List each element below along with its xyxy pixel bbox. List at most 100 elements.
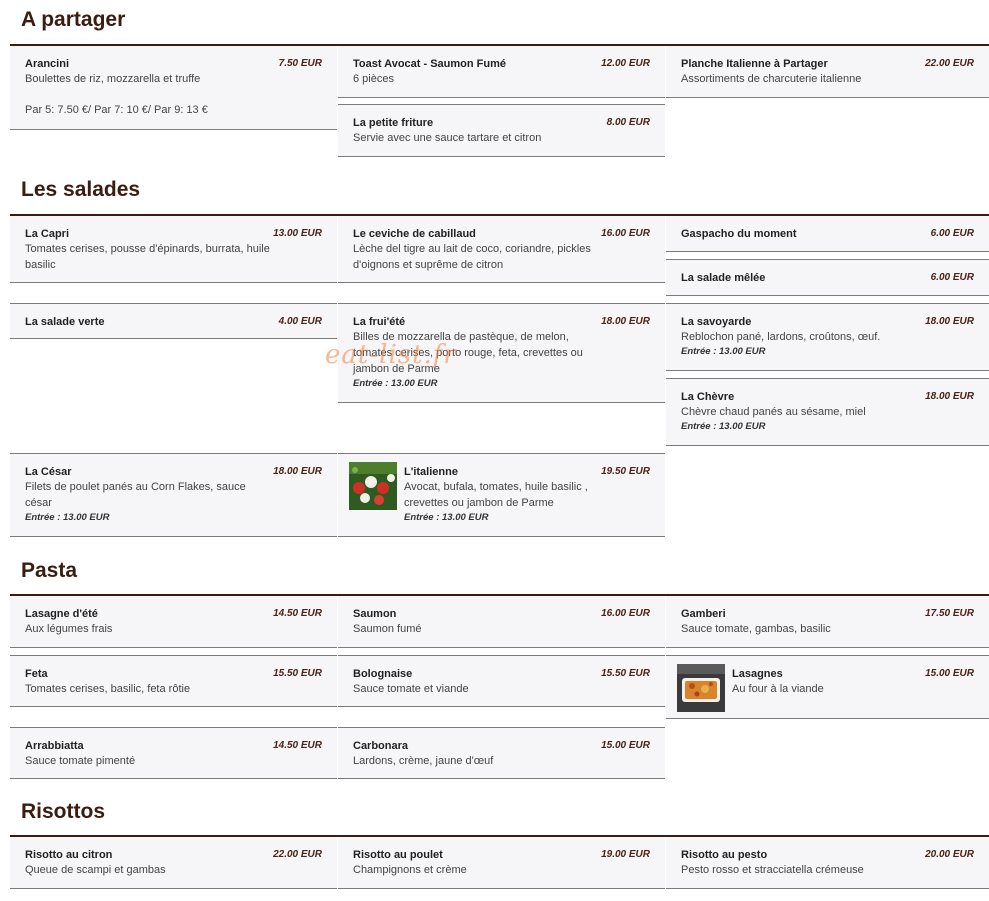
item-description: Aux légumes frais	[25, 623, 113, 635]
menu-item-ceviche[interactable]: Le ceviche de cabillaud 16.00 EUR Lèche …	[338, 216, 665, 283]
item-name: La frui'été	[353, 316, 406, 328]
item-description: Tomates cerises, pousse d'épinards, burr…	[25, 241, 270, 273]
item-entree-price: Entrée : 13.00 EUR	[25, 512, 110, 523]
desc-line: basilic	[25, 259, 56, 271]
item-name: Bolognaise	[353, 668, 413, 680]
item-name: Arrabbiatta	[25, 740, 84, 752]
item-price: 13.00 EUR	[273, 228, 322, 239]
section-title-partager: A partager	[21, 8, 126, 31]
menu-item-italienne[interactable]: L'italienne 19.50 EUR Avocat, bufala, to…	[338, 453, 665, 537]
item-description: Filets de poulet panés au Corn Flakes, s…	[25, 479, 246, 511]
menu-item-gamberi[interactable]: Gamberi 17.50 EUR Sauce tomate, gambas, …	[666, 596, 989, 648]
item-name: Saumon	[353, 608, 397, 620]
menu-item-bolognaise[interactable]: Bolognaise 15.50 EUR Sauce tomate et via…	[338, 655, 665, 707]
item-description: Champignons et crème	[353, 864, 467, 876]
menu-item-arancini[interactable]: Arancini 7.50 EUR Boulettes de riz, mozz…	[10, 46, 337, 130]
item-price: 19.50 EUR	[601, 466, 650, 477]
salad-photo-icon	[349, 462, 397, 510]
item-description: Au four à la viande	[732, 683, 824, 695]
item-price: 14.50 EUR	[273, 740, 322, 751]
item-description: Chèvre chaud panés au sésame, miel	[681, 406, 866, 418]
menu-item-risotto-citron[interactable]: Risotto au citron 22.00 EUR Queue de sca…	[10, 837, 337, 889]
item-price: 12.00 EUR	[601, 58, 650, 69]
menu-item-planche[interactable]: Planche Italienne à Partager 22.00 EUR A…	[666, 46, 989, 98]
desc-line: crevettes ou jambon de Parme	[404, 497, 554, 509]
item-name: La savoyarde	[681, 316, 752, 328]
menu-item-carbonara[interactable]: Carbonara 15.00 EUR Lardons, crème, jaun…	[338, 727, 665, 779]
item-price: 15.50 EUR	[273, 668, 322, 679]
watermark: eat-list.fr	[325, 340, 457, 370]
menu-item-friture[interactable]: La petite friture 8.00 EUR Servie avec u…	[338, 104, 665, 157]
item-price: 22.00 EUR	[925, 58, 974, 69]
item-name: Le ceviche de cabillaud	[353, 228, 476, 240]
item-name: Carbonara	[353, 740, 409, 752]
item-price: 18.00 EUR	[273, 466, 322, 477]
item-description: Reblochon pané, lardons, croûtons, œuf.	[681, 331, 881, 343]
item-name: La Capri	[25, 228, 70, 240]
menu-item-feta[interactable]: Feta 15.50 EUR Tomates cerises, basilic,…	[10, 655, 337, 707]
menu-item-fruiete[interactable]: La frui'été 18.00 EUR Billes de mozzarel…	[338, 303, 665, 403]
item-name: La salade mêlée	[681, 272, 766, 284]
section-divider	[10, 214, 989, 216]
item-price: 20.00 EUR	[925, 849, 974, 860]
item-price: 19.00 EUR	[601, 849, 650, 860]
section-title-salades: Les salades	[21, 178, 141, 201]
item-price: 18.00 EUR	[601, 316, 650, 327]
item-name: Gaspacho du moment	[681, 228, 797, 240]
item-entree-price: Entrée : 13.00 EUR	[681, 346, 766, 357]
item-name: Lasagne d'été	[25, 608, 98, 620]
section-title-pasta: Pasta	[21, 559, 78, 582]
desc-line: césar	[25, 497, 52, 509]
desc-line: Filets de poulet panés au Corn Flakes, s…	[25, 481, 246, 493]
menu-item-lasagnes[interactable]: Lasagnes 15.00 EUR Au four à la viande	[666, 655, 989, 719]
lasagna-photo-icon	[677, 664, 725, 712]
item-description: Queue de scampi et gambas	[25, 864, 166, 876]
desc-line: jambon de Parme	[353, 363, 440, 375]
item-entree-price: Entrée : 13.00 EUR	[353, 378, 438, 389]
item-description: Lardons, crème, jaune d'œuf	[353, 755, 494, 767]
menu-item-melee[interactable]: La salade mêlée 6.00 EUR	[666, 259, 989, 296]
menu-item-verte[interactable]: La salade verte 4.00 EUR	[10, 303, 337, 339]
item-description: 6 pièces	[353, 73, 394, 85]
menu-item-risotto-poulet[interactable]: Risotto au poulet 19.00 EUR Champignons …	[338, 837, 665, 889]
menu-item-savoyarde[interactable]: La savoyarde 18.00 EUR Reblochon pané, l…	[666, 303, 989, 371]
item-description: Billes de mozzarella de pastèque, de mel…	[353, 329, 583, 377]
item-price: 17.50 EUR	[925, 608, 974, 619]
item-description: Pesto rosso et stracciatella crémeuse	[681, 864, 864, 876]
desc-line: Avocat, bufala, tomates, huile basilic ,	[404, 481, 588, 493]
menu-item-gaspacho[interactable]: Gaspacho du moment 6.00 EUR	[666, 216, 989, 252]
item-price: 15.00 EUR	[601, 740, 650, 751]
item-description: Lèche del tigre au lait de coco, coriand…	[353, 241, 591, 273]
item-extra: Par 5: 7.50 €/ Par 7: 10 €/ Par 9: 13 €	[25, 104, 208, 116]
item-name: La Chèvre	[681, 391, 735, 403]
item-name: Planche Italienne à Partager	[681, 58, 828, 70]
item-entree-price: Entrée : 13.00 EUR	[681, 421, 766, 432]
item-price: 15.00 EUR	[925, 668, 974, 679]
item-description: Saumon fumé	[353, 623, 422, 635]
menu-item-saumon[interactable]: Saumon 16.00 EUR Saumon fumé	[338, 596, 665, 648]
menu-item-toast[interactable]: Toast Avocat - Saumon Fumé 12.00 EUR 6 p…	[338, 46, 665, 98]
item-name: Gamberi	[681, 608, 726, 620]
menu-item-capri[interactable]: La Capri 13.00 EUR Tomates cerises, pous…	[10, 216, 337, 283]
desc-line: Billes de mozzarella de pastèque, de mel…	[353, 331, 569, 343]
item-description: Tomates cerises, basilic, feta rôtie	[25, 683, 191, 695]
menu-item-cesar[interactable]: La César 18.00 EUR Filets de poulet pané…	[10, 453, 337, 537]
section-divider	[10, 835, 989, 837]
menu-item-lasagne-ete[interactable]: Lasagne d'été 14.50 EUR Aux légumes frai…	[10, 596, 337, 648]
desc-line: tomates cerises, porto rouge, feta, crev…	[353, 347, 583, 359]
item-name: Risotto au citron	[25, 849, 113, 861]
menu-item-arrabbiatta[interactable]: Arrabbiatta 14.50 EUR Sauce tomate pimen…	[10, 727, 337, 779]
item-price: 15.50 EUR	[601, 668, 650, 679]
section-title-risottos: Risottos	[21, 800, 105, 823]
item-description: Avocat, bufala, tomates, huile basilic ,…	[404, 479, 588, 511]
item-name: La petite friture	[353, 117, 434, 129]
item-name: Lasagnes	[732, 668, 783, 680]
section-divider	[10, 594, 989, 596]
item-description: Servie avec une sauce tartare et citron	[353, 132, 542, 144]
item-price: 16.00 EUR	[601, 608, 650, 619]
menu-item-chevre[interactable]: La Chèvre 18.00 EUR Chèvre chaud panés a…	[666, 378, 989, 446]
item-name: Arancini	[25, 58, 70, 70]
item-price: 14.50 EUR	[273, 608, 322, 619]
item-name: La salade verte	[25, 316, 105, 328]
menu-item-risotto-pesto[interactable]: Risotto au pesto 20.00 EUR Pesto rosso e…	[666, 837, 989, 889]
